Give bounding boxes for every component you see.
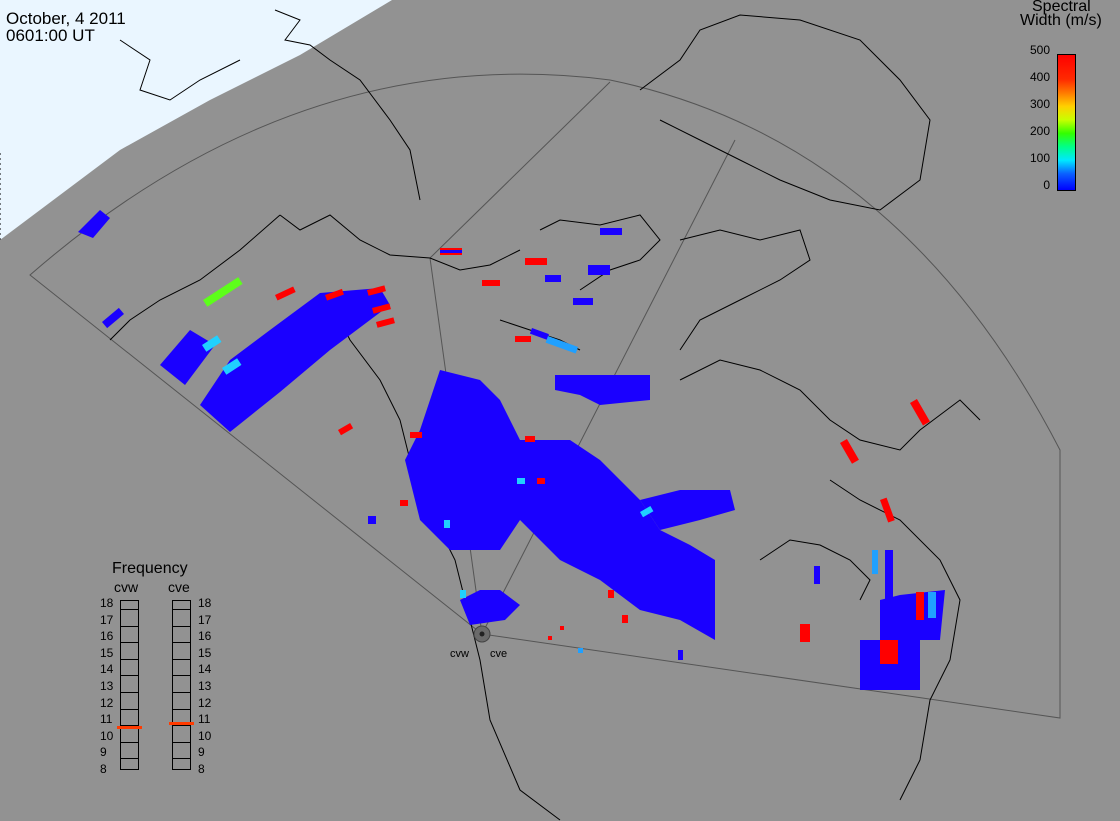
frequency-tick-left: 10 <box>100 728 114 743</box>
frequency-cell-divider <box>172 692 191 693</box>
colorbar-tick: 200 <box>1029 124 1050 138</box>
frequency-tick-left: 15 <box>100 645 114 660</box>
frequency-cell-divider <box>172 642 191 644</box>
frequency-tick-right: 11 <box>198 712 211 727</box>
frequency-tick-left: 8 <box>100 762 107 776</box>
colorbar-tick: 500 <box>1029 43 1050 57</box>
frequency-tick-right: 18 <box>198 596 212 610</box>
frequency-radar-label-cvw: cvw <box>114 579 139 595</box>
frequency-cell-divider <box>120 609 139 610</box>
frequency-cell-divider <box>120 708 139 710</box>
colorbar-tick: 100 <box>1029 151 1050 165</box>
frequency-tick-left: 18 <box>100 596 114 610</box>
frequency-cell-divider <box>120 741 139 743</box>
coastlines <box>109 9 981 821</box>
backscatter-data <box>78 210 945 690</box>
plot-date: October, 4 2011 <box>6 9 126 28</box>
frequency-tick-left: 12 <box>100 695 114 710</box>
frequency-tick-right: 13 <box>198 679 212 693</box>
colorbar <box>1057 54 1076 191</box>
colorbar-tick: 0 <box>1043 178 1050 192</box>
frequency-tick-right: 8 <box>198 762 205 776</box>
frequency-cell-divider <box>172 625 191 627</box>
frequency-tick-left: 17 <box>100 612 114 627</box>
frequency-cell-divider <box>120 692 139 693</box>
frequency-cell-divider <box>172 609 191 610</box>
radar-site-label-cvw: cvw <box>450 648 469 660</box>
daylight-region <box>0 0 392 240</box>
frequency-marker-cve <box>169 722 194 725</box>
colorbar-title-line1: Spectral <box>1032 0 1091 15</box>
radar-site-label-cve: cve <box>490 648 508 660</box>
frequency-cell-divider <box>120 675 139 677</box>
frequency-tick-left: 16 <box>100 629 114 644</box>
frequency-tick-right: 15 <box>198 645 212 660</box>
frequency-cell-divider <box>120 725 139 727</box>
frequency-title: Frequency <box>112 560 188 577</box>
frequency-tick-right: 14 <box>198 662 212 677</box>
frequency-tick-right: 9 <box>198 745 205 760</box>
frequency-cell-divider <box>172 708 191 710</box>
frequency-tick-left: 9 <box>100 745 107 760</box>
frequency-tick-right: 12 <box>198 695 212 710</box>
frequency-cell-divider <box>172 675 191 677</box>
frequency-scale-cvw <box>120 600 139 770</box>
frequency-cell-divider <box>172 741 191 743</box>
frequency-cell-divider <box>120 658 139 660</box>
frequency-cell-divider <box>172 725 191 727</box>
frequency-tick-left: 13 <box>100 679 114 693</box>
colorbar-tick: 400 <box>1029 70 1050 84</box>
frequency-marker-cvw <box>117 726 142 729</box>
plot-time: 0601:00 UT <box>6 26 95 45</box>
frequency-cell-divider <box>120 642 139 644</box>
frequency-cell-divider <box>172 758 191 760</box>
frequency-tick-left: 11 <box>100 712 113 727</box>
frequency-cell-divider <box>172 658 191 660</box>
frequency-tick-right: 17 <box>198 612 212 627</box>
colorbar-title-line2: Width (m/s) <box>1020 12 1102 29</box>
frequency-radar-label-cve: cve <box>168 579 190 595</box>
frequency-cell-divider <box>120 625 139 627</box>
frequency-tick-left: 14 <box>100 662 114 677</box>
frequency-cell-divider <box>120 758 139 760</box>
frequency-tick-right: 16 <box>198 629 212 644</box>
colorbar-tick: 300 <box>1029 97 1050 111</box>
frequency-tick-right: 10 <box>198 728 212 743</box>
frequency-scale-cve <box>172 600 191 770</box>
